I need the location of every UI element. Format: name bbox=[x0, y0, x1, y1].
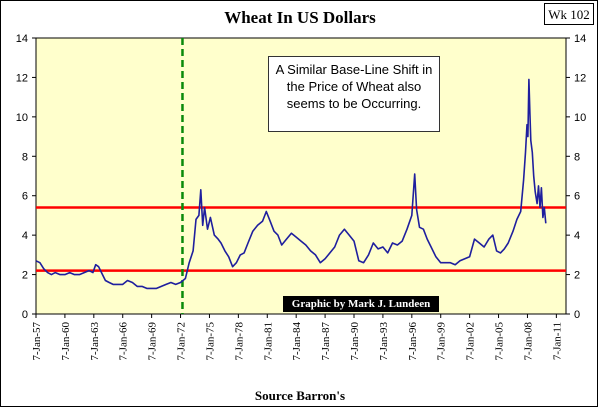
page-badge: Wk 102 bbox=[544, 3, 594, 25]
y-tick-label-right: 0 bbox=[574, 309, 580, 321]
x-tick-label: 7-Jan-90 bbox=[349, 322, 361, 361]
y-tick-label-right: 4 bbox=[574, 230, 580, 242]
y-tick-label: 0 bbox=[22, 309, 28, 321]
y-tick-label: 2 bbox=[22, 270, 28, 282]
x-tick-label: 7-Jan-63 bbox=[89, 322, 101, 361]
credit-label: Graphic by Mark J. Lundeen bbox=[283, 296, 439, 312]
y-tick-label-right: 8 bbox=[574, 151, 580, 163]
x-tick-label: 7-Jan-84 bbox=[291, 322, 303, 361]
series-line bbox=[35, 78, 547, 290]
x-tick-label: 7-Jan-99 bbox=[436, 322, 448, 361]
x-tick-label: 7-Jan-02 bbox=[465, 322, 477, 361]
y-tick-label-right: 10 bbox=[574, 112, 586, 124]
chart-title: Wheat In US Dollars bbox=[224, 8, 376, 27]
y-tick-label-right: 12 bbox=[574, 72, 586, 84]
x-tick-label: 7-Jan-75 bbox=[204, 322, 216, 361]
x-tick-label: 7-Jan-96 bbox=[407, 322, 419, 361]
y-tick-label-right: 14 bbox=[574, 33, 586, 45]
source-label: Source Barron's bbox=[254, 388, 346, 403]
x-tick-label: 7-Jan-69 bbox=[147, 322, 159, 361]
y-tick-label: 12 bbox=[16, 72, 28, 84]
annotation-box: A Similar Base-Line Shift in the Price o… bbox=[268, 56, 440, 132]
y-tick-label: 4 bbox=[22, 230, 28, 242]
x-tick-label: 7-Jan-11 bbox=[551, 322, 563, 360]
x-tick-label: 7-Jan-05 bbox=[494, 322, 506, 361]
x-tick-label: 7-Jan-81 bbox=[262, 322, 274, 361]
x-tick-label: 7-Jan-93 bbox=[378, 322, 390, 361]
y-tick-label-right: 6 bbox=[574, 191, 580, 203]
x-tick-label: 7-Jan-66 bbox=[118, 322, 130, 361]
x-tick-label: 7-Jan-87 bbox=[320, 322, 332, 361]
x-tick-label: 7-Jan-78 bbox=[233, 322, 245, 361]
y-tick-label: 14 bbox=[16, 33, 28, 45]
x-tick-label: 7-Jan-72 bbox=[176, 322, 188, 361]
x-tick-label: 7-Jan-60 bbox=[60, 322, 72, 361]
y-tick-label-right: 2 bbox=[574, 270, 580, 282]
x-tick-label: 7-Jan-08 bbox=[522, 322, 534, 361]
y-tick-label: 6 bbox=[22, 191, 28, 203]
x-tick-label: 7-Jan-57 bbox=[31, 322, 43, 361]
y-tick-label: 10 bbox=[16, 112, 28, 124]
y-tick-label: 8 bbox=[22, 151, 28, 163]
